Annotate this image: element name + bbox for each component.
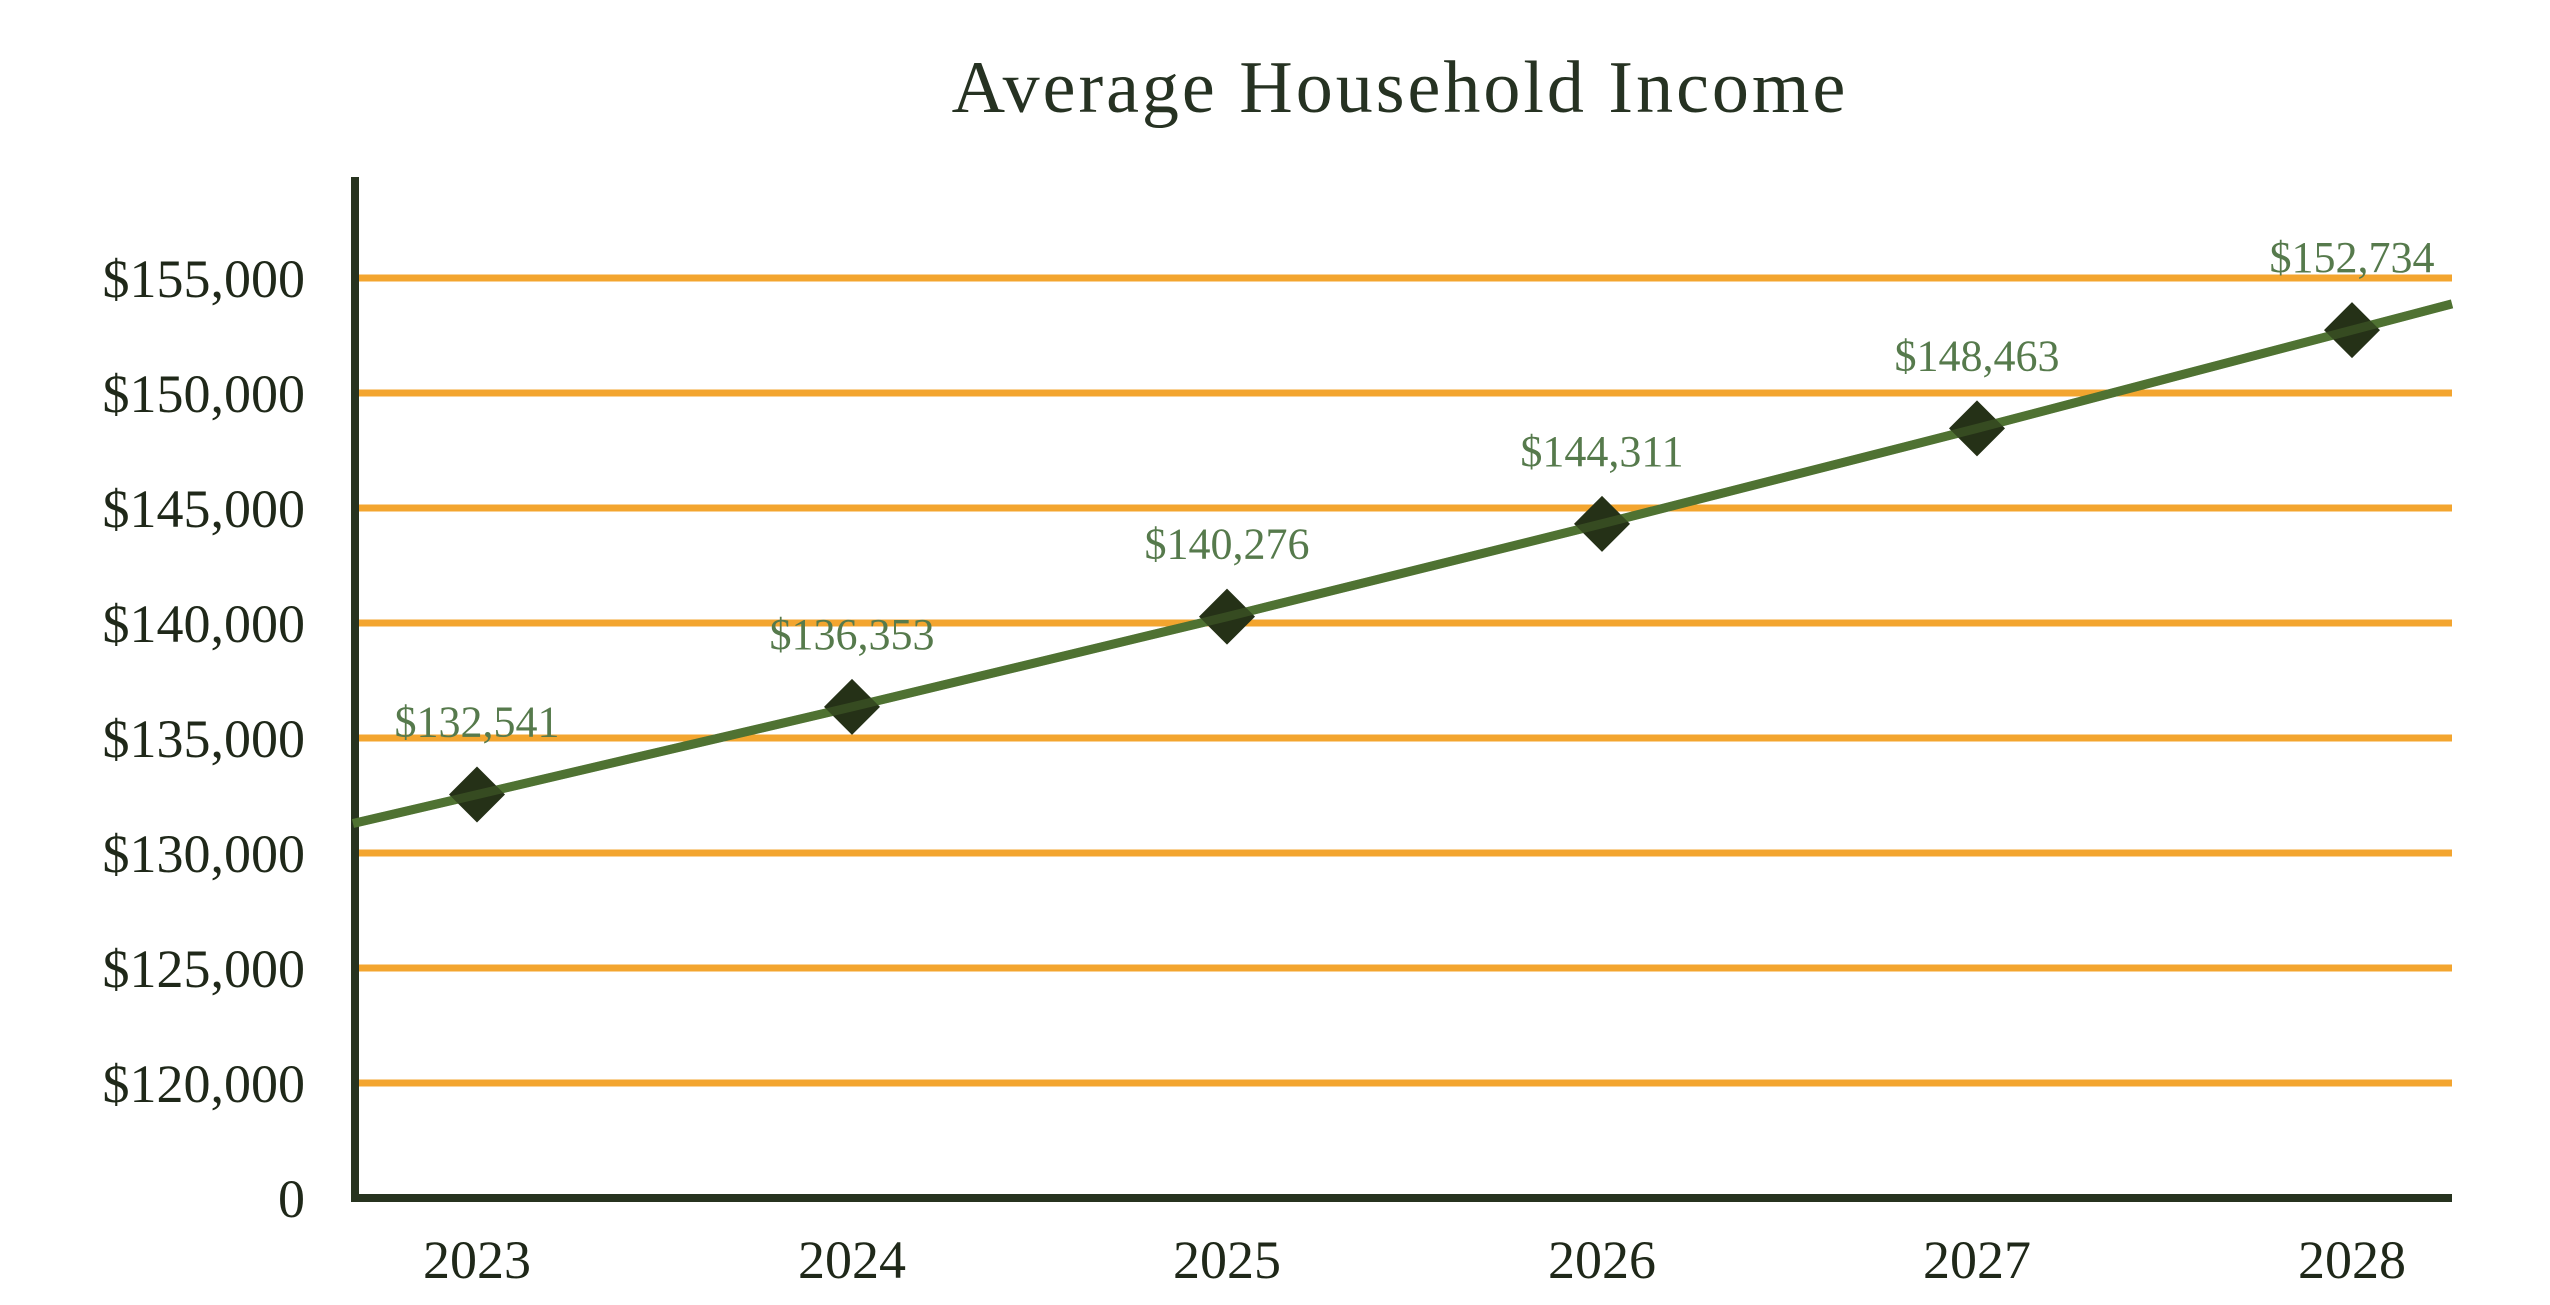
data-point-marker (1199, 588, 1255, 645)
x-tick-label: 2024 (798, 1230, 906, 1290)
y-tick-label: $150,000 (103, 364, 306, 424)
x-tick-label: 2028 (2298, 1230, 2406, 1290)
gridlines-layer (355, 274, 2452, 1087)
series-line-layer (351, 299, 2454, 828)
y-tick-label: $140,000 (103, 594, 306, 654)
data-point-marker (2324, 302, 2380, 359)
data-point-label: $132,541 (395, 698, 560, 747)
data-point-marker (449, 766, 505, 823)
chart-title: Average Household Income (952, 47, 1849, 129)
y-tick-label: $130,000 (103, 824, 306, 884)
data-point-label: $136,353 (770, 610, 935, 659)
x-tick-label: 2027 (1923, 1230, 2031, 1290)
data-point-marker (1949, 400, 2005, 457)
data-point-label: $152,734 (2270, 233, 2435, 282)
x-axis-labels-layer: 2023 2024 2025 2026 2027 2028 (423, 1230, 2406, 1290)
data-point-label: $148,463 (1895, 331, 2060, 380)
y-tick-label: 0 (278, 1169, 305, 1229)
axes-layer (351, 177, 2452, 1202)
y-tick-label: $125,000 (103, 939, 306, 999)
data-point-label: $140,276 (1145, 520, 1310, 569)
series-line-overlay-layer (351, 299, 2454, 828)
trend-line (351, 299, 2454, 828)
y-tick-label: $155,000 (103, 249, 306, 309)
x-tick-label: 2023 (423, 1230, 531, 1290)
data-point-marker (1574, 495, 1630, 552)
x-tick-label: 2025 (1173, 1230, 1281, 1290)
markers-layer (449, 302, 2380, 823)
data-point-label: $144,311 (1520, 427, 1683, 476)
y-tick-label: $120,000 (103, 1054, 306, 1114)
x-tick-label: 2026 (1548, 1230, 1656, 1290)
trend-line-overlay (351, 299, 2454, 828)
y-tick-label: $135,000 (103, 709, 306, 769)
y-axis-labels-layer: 0 $120,000 $125,000 $130,000 $135,000 $140,00… (103, 249, 306, 1229)
data-point-marker (824, 678, 880, 735)
point-labels-layer: $132,541 $136,353 $140,276 $144,311 $148,463… (395, 233, 2435, 746)
y-tick-label: $145,000 (103, 479, 306, 539)
